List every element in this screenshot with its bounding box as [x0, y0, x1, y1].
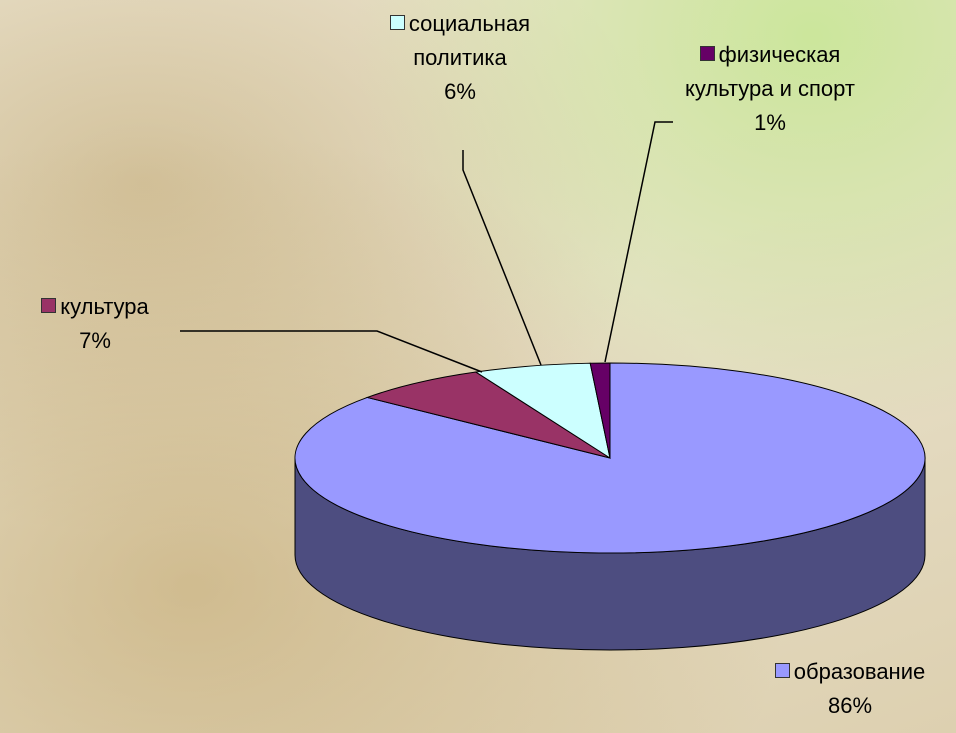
- data-label: физическая культура и спорт 1%: [680, 38, 860, 140]
- category-name: образование: [793, 659, 926, 684]
- category-name: культура: [60, 294, 149, 319]
- data-label: культура 7%: [5, 290, 185, 358]
- legend-key: [774, 663, 790, 678]
- slice: [365, 371, 611, 459]
- slice: [474, 362, 611, 460]
- legend-key: [41, 298, 57, 313]
- leader-line: [180, 330, 483, 373]
- slice: [294, 362, 926, 554]
- data-label: образование 86%: [735, 655, 956, 723]
- legend-key: [699, 46, 715, 61]
- leader-line: [604, 121, 673, 363]
- legend-key: [389, 15, 405, 30]
- value-label: 1%: [754, 110, 786, 135]
- value-label: 86%: [827, 693, 873, 718]
- value-label: 7%: [79, 328, 111, 353]
- leader-lines: [180, 121, 673, 373]
- data-label: социальная политика 6%: [355, 7, 565, 109]
- value-label: 6%: [444, 79, 476, 104]
- slice: [589, 362, 611, 459]
- category-name: социальная политика: [408, 11, 531, 70]
- leader-line: [462, 150, 542, 366]
- pie: [294, 362, 926, 651]
- category-name: физическая культура и спорт: [684, 42, 855, 101]
